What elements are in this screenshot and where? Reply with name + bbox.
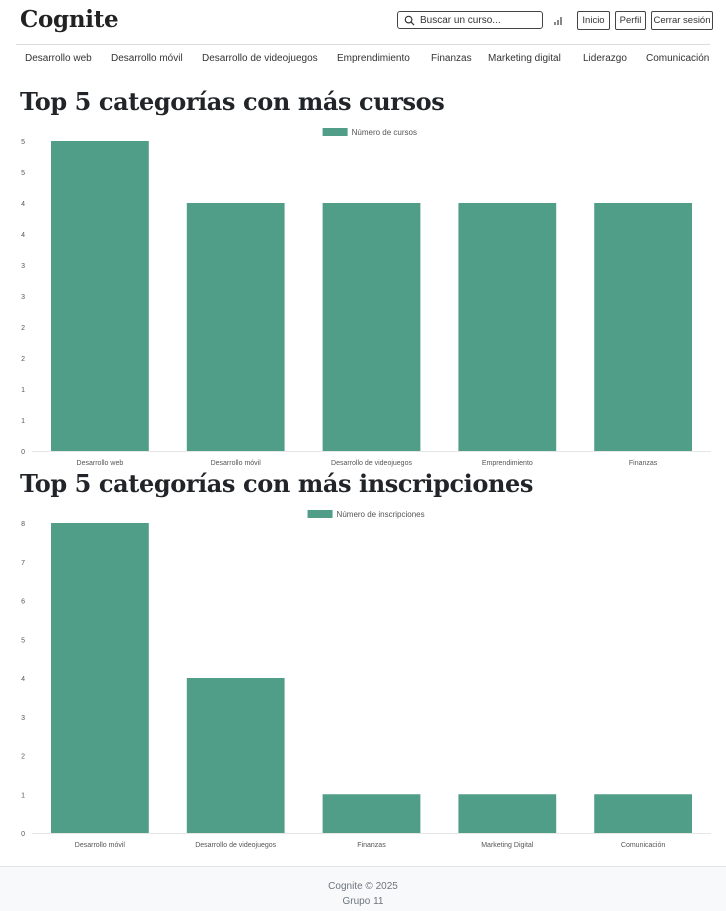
y-tick-label: 5	[21, 139, 25, 146]
y-tick-label: 2	[21, 356, 25, 363]
nav-item-desarrollo-videojuegos[interactable]: Desarrollo de videojuegos	[202, 53, 318, 64]
bar[interactable]	[186, 203, 285, 451]
x-tick-label: Desarrollo de videojuegos	[331, 460, 412, 467]
chart-legend[interactable]: Número de cursos	[322, 128, 417, 137]
bar[interactable]	[594, 203, 692, 451]
logout-button[interactable]: Cerrar sesión	[651, 11, 713, 30]
x-tick-label: Desarrollo móvil	[75, 842, 126, 849]
y-tick-label: 1	[21, 792, 25, 799]
signal-bars-icon[interactable]	[554, 16, 563, 25]
y-tick-label: 1	[21, 418, 25, 425]
legend-swatch	[322, 128, 348, 136]
y-tick-label: 1	[21, 387, 25, 394]
y-tick-label: 2	[21, 754, 25, 761]
x-tick-label: Desarrollo móvil	[211, 460, 262, 467]
profile-button[interactable]: Perfil	[615, 11, 646, 30]
search-icon	[404, 15, 415, 26]
enrollments-bar-chart: Número de inscripciones 0 1 2 3 4 5 6 7 8 Desarrol…	[21, 510, 711, 849]
app-logo[interactable]: Cognite	[20, 6, 119, 33]
y-tick-label: 3	[21, 715, 25, 722]
nav-item-desarrollo-web[interactable]: Desarrollo web	[25, 53, 92, 64]
y-tick-label: 0	[21, 449, 25, 456]
chart-legend[interactable]: Número de inscripciones	[307, 510, 425, 519]
y-tick-label: 2	[21, 325, 25, 332]
category-nav: Desarrollo web Desarrollo móvil Desarrol…	[16, 44, 710, 75]
bar[interactable]	[458, 203, 557, 451]
courses-bar-chart: Número de cursos 0 1 1 2 2 3 3 4 4 5 5 Desarrollo we…	[21, 128, 711, 467]
x-tick-label: Finanzas	[629, 460, 658, 467]
x-tick-label: Desarrollo de videojuegos	[195, 842, 276, 849]
bar[interactable]	[51, 523, 149, 833]
bar[interactable]	[458, 794, 557, 833]
nav-item-marketing-digital[interactable]: Marketing digital	[488, 53, 561, 64]
enrollments-chart-heading: Top 5 categorías con más inscripciones	[20, 469, 534, 498]
legend-label: Número de cursos	[352, 128, 417, 137]
y-tick-label: 4	[21, 201, 25, 208]
courses-chart-heading: Top 5 categorías con más cursos	[20, 87, 445, 116]
footer-copyright: Cognite © 2025	[328, 881, 398, 892]
bar[interactable]	[51, 141, 149, 451]
bar[interactable]	[322, 203, 421, 451]
y-tick-label: 0	[21, 831, 25, 838]
y-tick-label: 5	[21, 637, 25, 644]
y-tick-label: 5	[21, 170, 25, 177]
x-tick-label: Desarrollo web	[77, 460, 124, 467]
page-footer: Cognite © 2025 Grupo 11	[0, 866, 726, 911]
y-tick-label: 3	[21, 263, 25, 270]
x-tick-label: Finanzas	[357, 842, 386, 849]
x-tick-label: Emprendimiento	[482, 460, 533, 467]
y-tick-label: 4	[21, 676, 25, 683]
nav-item-liderazgo[interactable]: Liderazgo	[583, 53, 627, 64]
footer-group: Grupo 11	[342, 896, 384, 907]
bar[interactable]	[594, 794, 692, 833]
search-input[interactable]	[420, 14, 538, 26]
y-tick-label: 6	[21, 599, 25, 606]
nav-item-comunicacion[interactable]: Comunicación	[646, 53, 710, 64]
bar[interactable]	[186, 678, 285, 833]
nav-item-finanzas[interactable]: Finanzas	[431, 53, 472, 64]
y-tick-label: 7	[21, 560, 25, 567]
nav-item-desarrollo-movil[interactable]: Desarrollo móvil	[111, 53, 183, 64]
legend-swatch	[307, 510, 333, 518]
x-tick-label: Comunicación	[621, 842, 665, 849]
legend-label: Número de inscripciones	[337, 510, 425, 519]
x-tick-label: Marketing Digital	[481, 842, 534, 849]
search-box[interactable]	[397, 11, 543, 29]
top-header: Cognite Inicio Perfil Cerrar sesión	[0, 0, 726, 44]
home-button[interactable]: Inicio	[577, 11, 610, 30]
y-tick-label: 4	[21, 232, 25, 239]
bar[interactable]	[322, 794, 421, 833]
y-tick-label: 8	[21, 521, 25, 528]
y-tick-label: 3	[21, 294, 25, 301]
nav-item-emprendimiento[interactable]: Emprendimiento	[337, 53, 410, 64]
